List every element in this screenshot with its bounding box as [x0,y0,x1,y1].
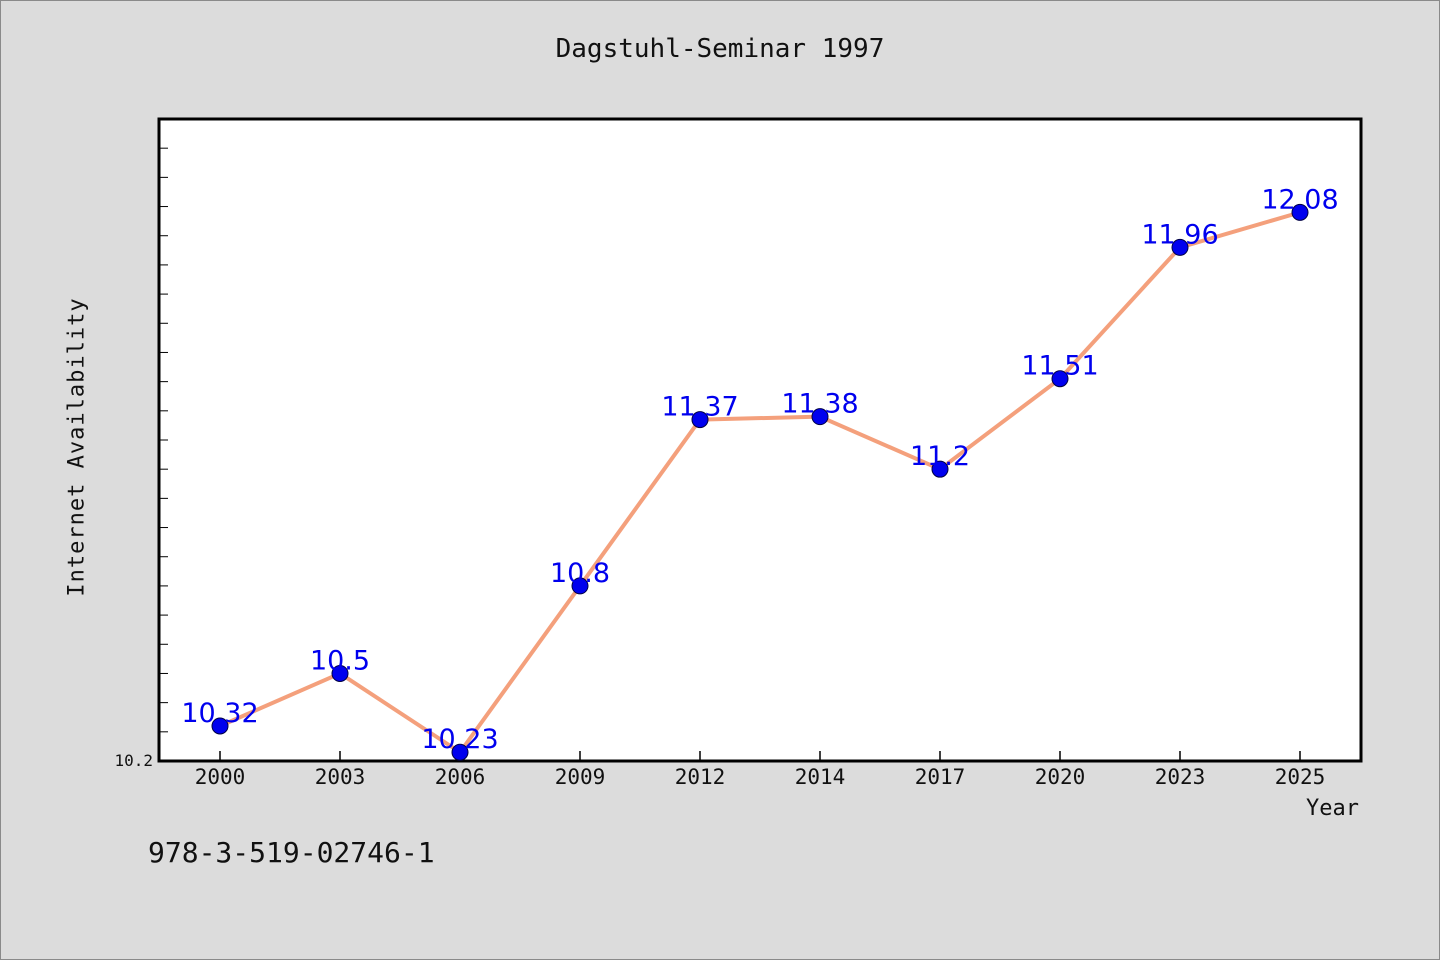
data-point [451,743,469,761]
data-point [1171,238,1189,256]
x-tick-label: 2009 [555,765,606,789]
data-label: 11.2 [910,441,970,472]
data-label: 10.23 [421,724,498,755]
data-point [1291,203,1309,221]
data-point [1051,370,1069,388]
x-axis-ticks: 2000 2003 2006 2009 2012 2014 2017 2020 2023 2025 [195,751,1326,789]
x-tick-label: 2012 [675,765,726,789]
data-label: 10.32 [181,698,258,729]
data-label: 10.8 [550,558,610,589]
data-markers [211,203,1309,761]
y-axis-ticks [159,147,168,733]
data-point [211,717,229,735]
data-point [331,664,349,682]
data-label: 11.96 [1141,219,1218,250]
data-label: 12.08 [1261,184,1338,215]
x-tick-label: 2020 [1035,765,1086,789]
data-labels: 10.32 10.5 10.23 10.8 11.37 11.38 11.2 11.51 11.… [181,184,1338,755]
data-point [571,577,589,595]
data-label: 11.38 [781,389,858,420]
x-tick-label: 2025 [1275,765,1326,789]
y-tick-label: 10.2 [114,751,153,770]
series-line [219,210,1301,755]
x-tick-label: 2023 [1155,765,1206,789]
data-label: 11.51 [1021,351,1098,382]
x-tick-label: 2000 [195,765,246,789]
data-point [691,411,709,429]
data-label: 11.37 [661,392,738,423]
data-label: 10.5 [310,645,370,676]
x-axis-label: Year [1306,796,1359,821]
x-tick-label: 2006 [435,765,486,789]
data-point [811,408,829,426]
data-point [931,460,949,478]
chart-title: Dagstuhl-Seminar 1997 [555,34,885,64]
x-tick-label: 2014 [795,765,846,789]
x-tick-label: 2003 [315,765,366,789]
x-tick-label: 2017 [915,765,966,789]
isbn-caption: 978-3-519-02746-1 [148,836,435,869]
plot-area [157,117,1363,763]
